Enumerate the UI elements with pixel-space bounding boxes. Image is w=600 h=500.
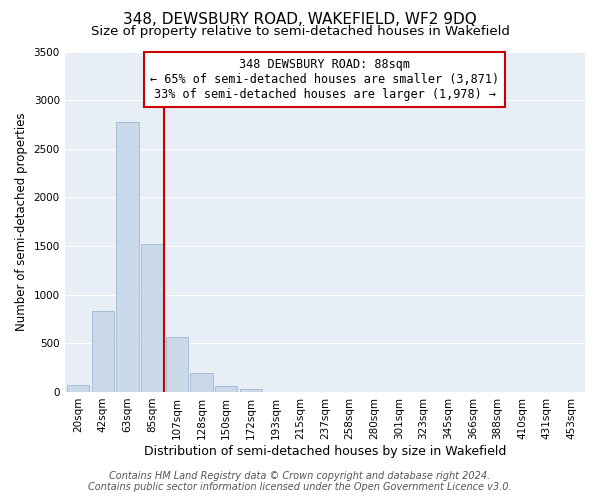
Bar — [215, 386, 237, 392]
Bar — [240, 388, 262, 392]
Bar — [92, 311, 114, 392]
Bar — [166, 338, 188, 392]
Text: 348 DEWSBURY ROAD: 88sqm
← 65% of semi-detached houses are smaller (3,871)
33% o: 348 DEWSBURY ROAD: 88sqm ← 65% of semi-d… — [150, 58, 499, 102]
Bar — [190, 374, 212, 392]
Bar — [141, 244, 163, 392]
X-axis label: Distribution of semi-detached houses by size in Wakefield: Distribution of semi-detached houses by … — [143, 444, 506, 458]
Bar — [67, 385, 89, 392]
Bar — [116, 122, 139, 392]
Text: Size of property relative to semi-detached houses in Wakefield: Size of property relative to semi-detach… — [91, 25, 509, 38]
Text: Contains HM Land Registry data © Crown copyright and database right 2024.
Contai: Contains HM Land Registry data © Crown c… — [88, 471, 512, 492]
Y-axis label: Number of semi-detached properties: Number of semi-detached properties — [15, 112, 28, 331]
Text: 348, DEWSBURY ROAD, WAKEFIELD, WF2 9DQ: 348, DEWSBURY ROAD, WAKEFIELD, WF2 9DQ — [123, 12, 477, 28]
